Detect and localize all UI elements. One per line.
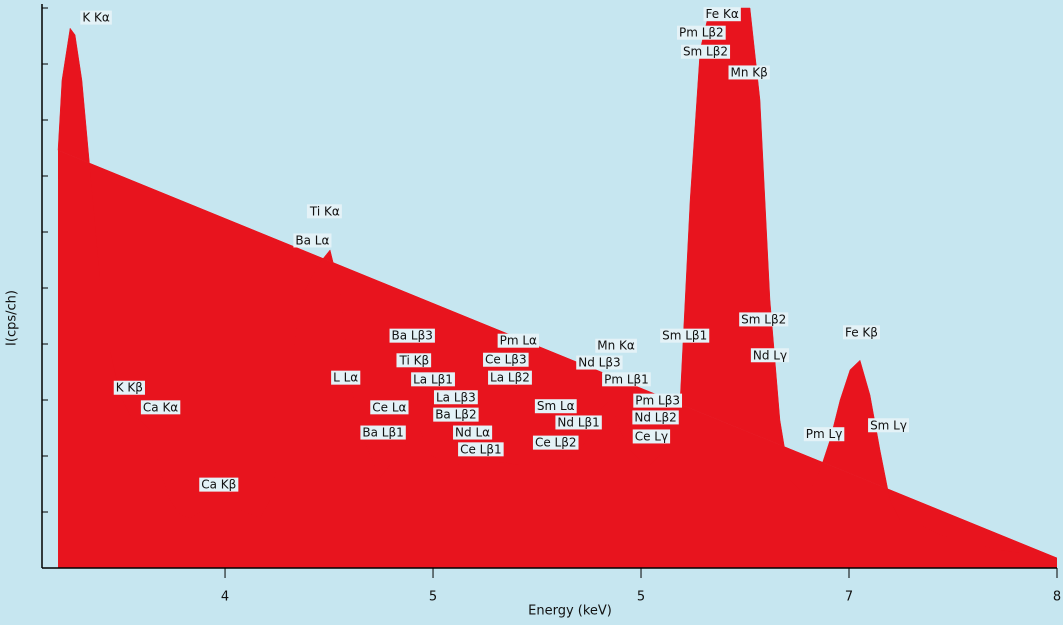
peak-label: Ba Lβ3	[392, 329, 433, 343]
annotation-box	[660, 328, 710, 343]
peak-label: Mn Kα	[597, 339, 635, 353]
annotation-box	[595, 338, 637, 353]
annotation-box	[676, 25, 726, 40]
x-tick-label: 4	[221, 590, 229, 605]
peak-label: K Kβ	[116, 381, 143, 395]
peak-label: Sm Lα	[537, 399, 575, 413]
annotation-box	[632, 429, 671, 444]
annotation-box	[868, 418, 909, 433]
peak-label: Fe Kβ	[845, 325, 878, 339]
annotation-box	[453, 425, 493, 440]
peak-label: Ce Lβ1	[460, 442, 502, 456]
peak-label: Ti Kα	[309, 204, 340, 218]
annotation-box	[306, 204, 342, 219]
peak-label: Nd Lβ2	[634, 410, 676, 424]
annotation-box	[680, 44, 731, 59]
annotation-box	[488, 370, 532, 385]
annotation-box	[199, 477, 239, 492]
peak-label: Ca Kα	[143, 400, 178, 414]
x-tick-label: 5	[637, 590, 645, 605]
peak-label: Nd Lβ3	[578, 356, 620, 370]
annotation-box	[750, 348, 790, 363]
peak-label: Pm Lβ2	[679, 26, 724, 40]
x-tick-label: 5	[429, 590, 437, 605]
peak-label: La Lβ1	[413, 372, 453, 386]
annotation-box	[458, 442, 504, 457]
annotation-box	[483, 352, 529, 367]
peak-label: Sm Lβ1	[662, 329, 707, 343]
annotation-box	[411, 372, 455, 387]
annotation-box	[633, 393, 683, 408]
peak-label: Sm Lβ2	[683, 45, 728, 59]
peak-label: Ba Lβ2	[435, 408, 476, 422]
annotation-box	[360, 425, 406, 440]
annotation-box	[370, 400, 409, 415]
peak-label: Pm Lβ3	[635, 394, 680, 408]
annotation-box	[703, 7, 741, 22]
peak-label: Mn Kβ	[731, 65, 768, 79]
annotation-box	[389, 328, 435, 343]
y-axis-title: I(cps/ch)	[5, 290, 20, 346]
annotation-box	[113, 380, 145, 395]
annotation-box	[331, 370, 361, 385]
peak-label: Ca Kβ	[201, 478, 236, 492]
peak-label: Sm Lγ	[870, 418, 907, 432]
peak-label: Ce Lβ3	[485, 353, 527, 367]
peak-label: Ti Kβ	[398, 353, 429, 367]
annotation-box	[433, 407, 479, 422]
annotation-box	[803, 427, 845, 442]
peak-label: Pm Lα	[500, 334, 537, 348]
x-axis-title: Energy (keV)	[528, 604, 612, 619]
annotation-box	[532, 435, 579, 450]
annotation-box	[576, 355, 623, 370]
annotation-box	[80, 10, 112, 25]
peak-label: Ba Lβ1	[362, 426, 403, 440]
annotation-box	[433, 390, 478, 405]
peak-label: La Lβ2	[490, 371, 530, 385]
peak-label: L Lα	[333, 371, 358, 385]
peak-label: Ce Lβ2	[535, 436, 577, 450]
annotation-box	[140, 400, 181, 415]
annotation-box	[396, 353, 432, 368]
peak-label: Fe Kα	[706, 7, 739, 21]
annotation-box	[728, 65, 770, 80]
x-tick-label: 8	[1053, 590, 1061, 605]
annotation-box	[842, 325, 880, 340]
peak-label: La Lβ3	[436, 390, 476, 404]
peak-label: Ce Lγ	[635, 429, 668, 443]
annotation-box	[555, 415, 602, 430]
x-tick-label: 7	[845, 590, 853, 605]
peak-label: K Kα	[82, 11, 110, 25]
peak-label: Nd Lβ1	[557, 415, 599, 429]
peak-label: Pm Lγ	[806, 427, 843, 441]
peak-label: Ce Lα	[372, 400, 406, 414]
peak-label: Sm Lβ2	[741, 312, 786, 326]
annotation-box	[293, 233, 332, 248]
peak-label: Nd Lγ	[753, 348, 787, 362]
annotation-box	[602, 372, 651, 387]
peak-label: Pm Lβ1	[604, 372, 649, 386]
annotation-box	[739, 312, 789, 327]
annotation-box	[497, 333, 540, 348]
annotation-box	[534, 399, 577, 414]
peak-label: Nd Lα	[455, 426, 490, 440]
peak-label: Ba Lα	[295, 233, 329, 247]
annotation-box	[632, 410, 679, 425]
